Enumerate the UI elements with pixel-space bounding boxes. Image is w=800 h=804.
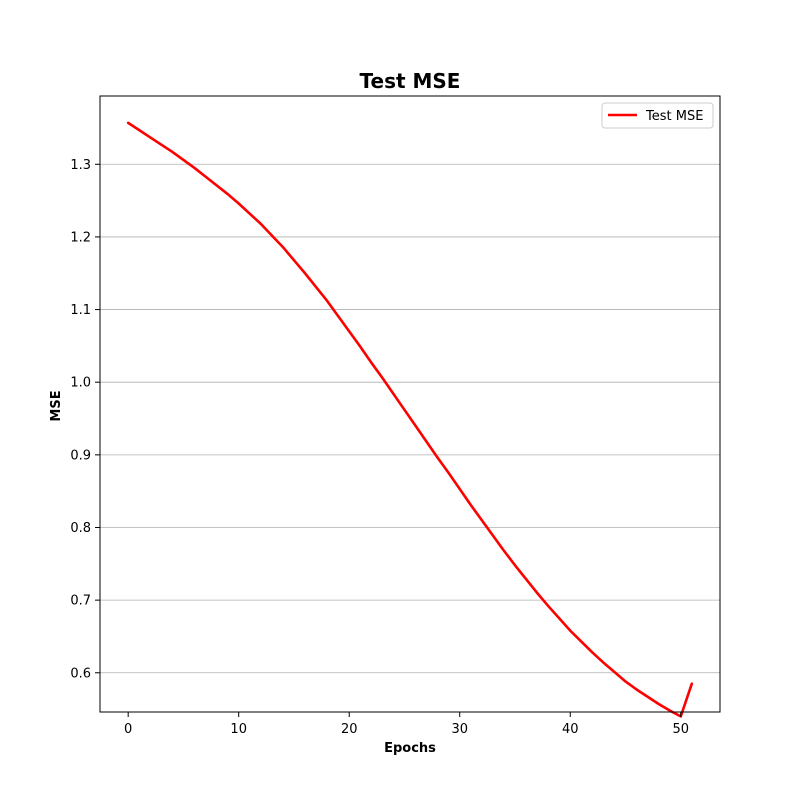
- y-tick-label: 0.6: [70, 666, 91, 681]
- y-axis: 0.6 0.7 0.8 0.9 1.0 1.1 1.2 1.3: [70, 158, 100, 681]
- chart-title: Test MSE: [360, 69, 461, 93]
- y-axis-label: MSE: [49, 390, 64, 421]
- grid-lines: [100, 163, 720, 674]
- y-tick-label: 0.7: [70, 594, 91, 609]
- x-tick-label: 0: [124, 722, 132, 737]
- legend-label-test-mse: Test MSE: [645, 109, 703, 124]
- x-tick-label: 50: [672, 722, 689, 737]
- x-tick-label: 20: [341, 722, 358, 737]
- series-layer: [126, 121, 694, 718]
- y-tick-label: 0.8: [70, 521, 91, 536]
- y-tick-label: 1.1: [70, 303, 91, 318]
- series-line-test-mse: [126, 121, 694, 718]
- y-tick-label: 1.0: [70, 376, 91, 391]
- plot-frame: [99, 95, 721, 713]
- x-tick-label: 30: [451, 722, 468, 737]
- y-tick-label: 1.3: [70, 158, 91, 173]
- x-tick-label: 10: [230, 722, 247, 737]
- y-tick-label: 0.9: [70, 448, 91, 463]
- x-axis-label: Epochs: [384, 741, 436, 756]
- legend-box: [601, 102, 714, 129]
- legend: Test MSE: [601, 102, 714, 129]
- x-tick-label: 40: [562, 722, 579, 737]
- x-axis: 0 10 20 30 40 50: [124, 712, 689, 737]
- y-tick-label: 1.2: [70, 230, 91, 245]
